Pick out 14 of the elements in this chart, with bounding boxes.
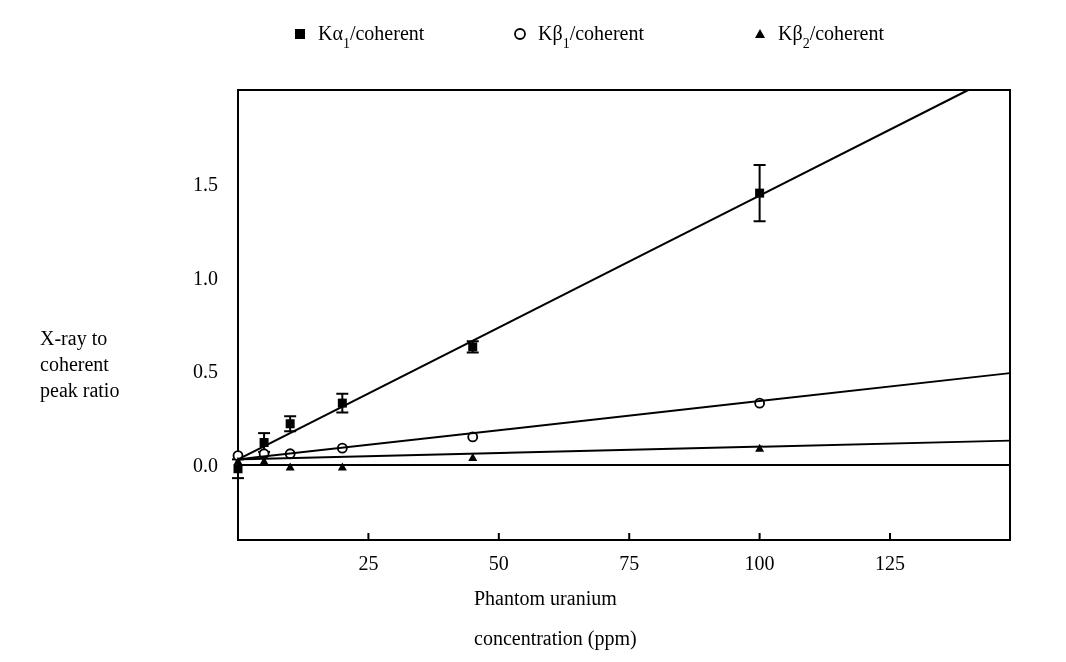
y-tick-label: 0.5 [193,360,218,383]
y-tick-label: 0.0 [193,454,218,476]
x-tick-label: 100 [744,552,775,574]
x-tick-label: 75 [619,552,640,574]
legend-label: Kβ$_{2}$/coherent [778,22,885,51]
y-tick-label: 1.0 [193,266,218,289]
x-tick-label: 25 [358,552,379,574]
legend-label: Kα$_{1}$/coherent [318,22,425,51]
x-axis-title: Phantom uranium concentration (ppm) [474,587,637,650]
x-tick-label: 50 [488,552,509,574]
y-axis-title: X-ray to coherent peak ratio [40,327,120,402]
legend-label: Kβ$_{1}$/coherent [538,22,645,51]
y-tick-label: 1.5 [193,172,218,195]
x-tick-label: 125 [875,552,906,574]
